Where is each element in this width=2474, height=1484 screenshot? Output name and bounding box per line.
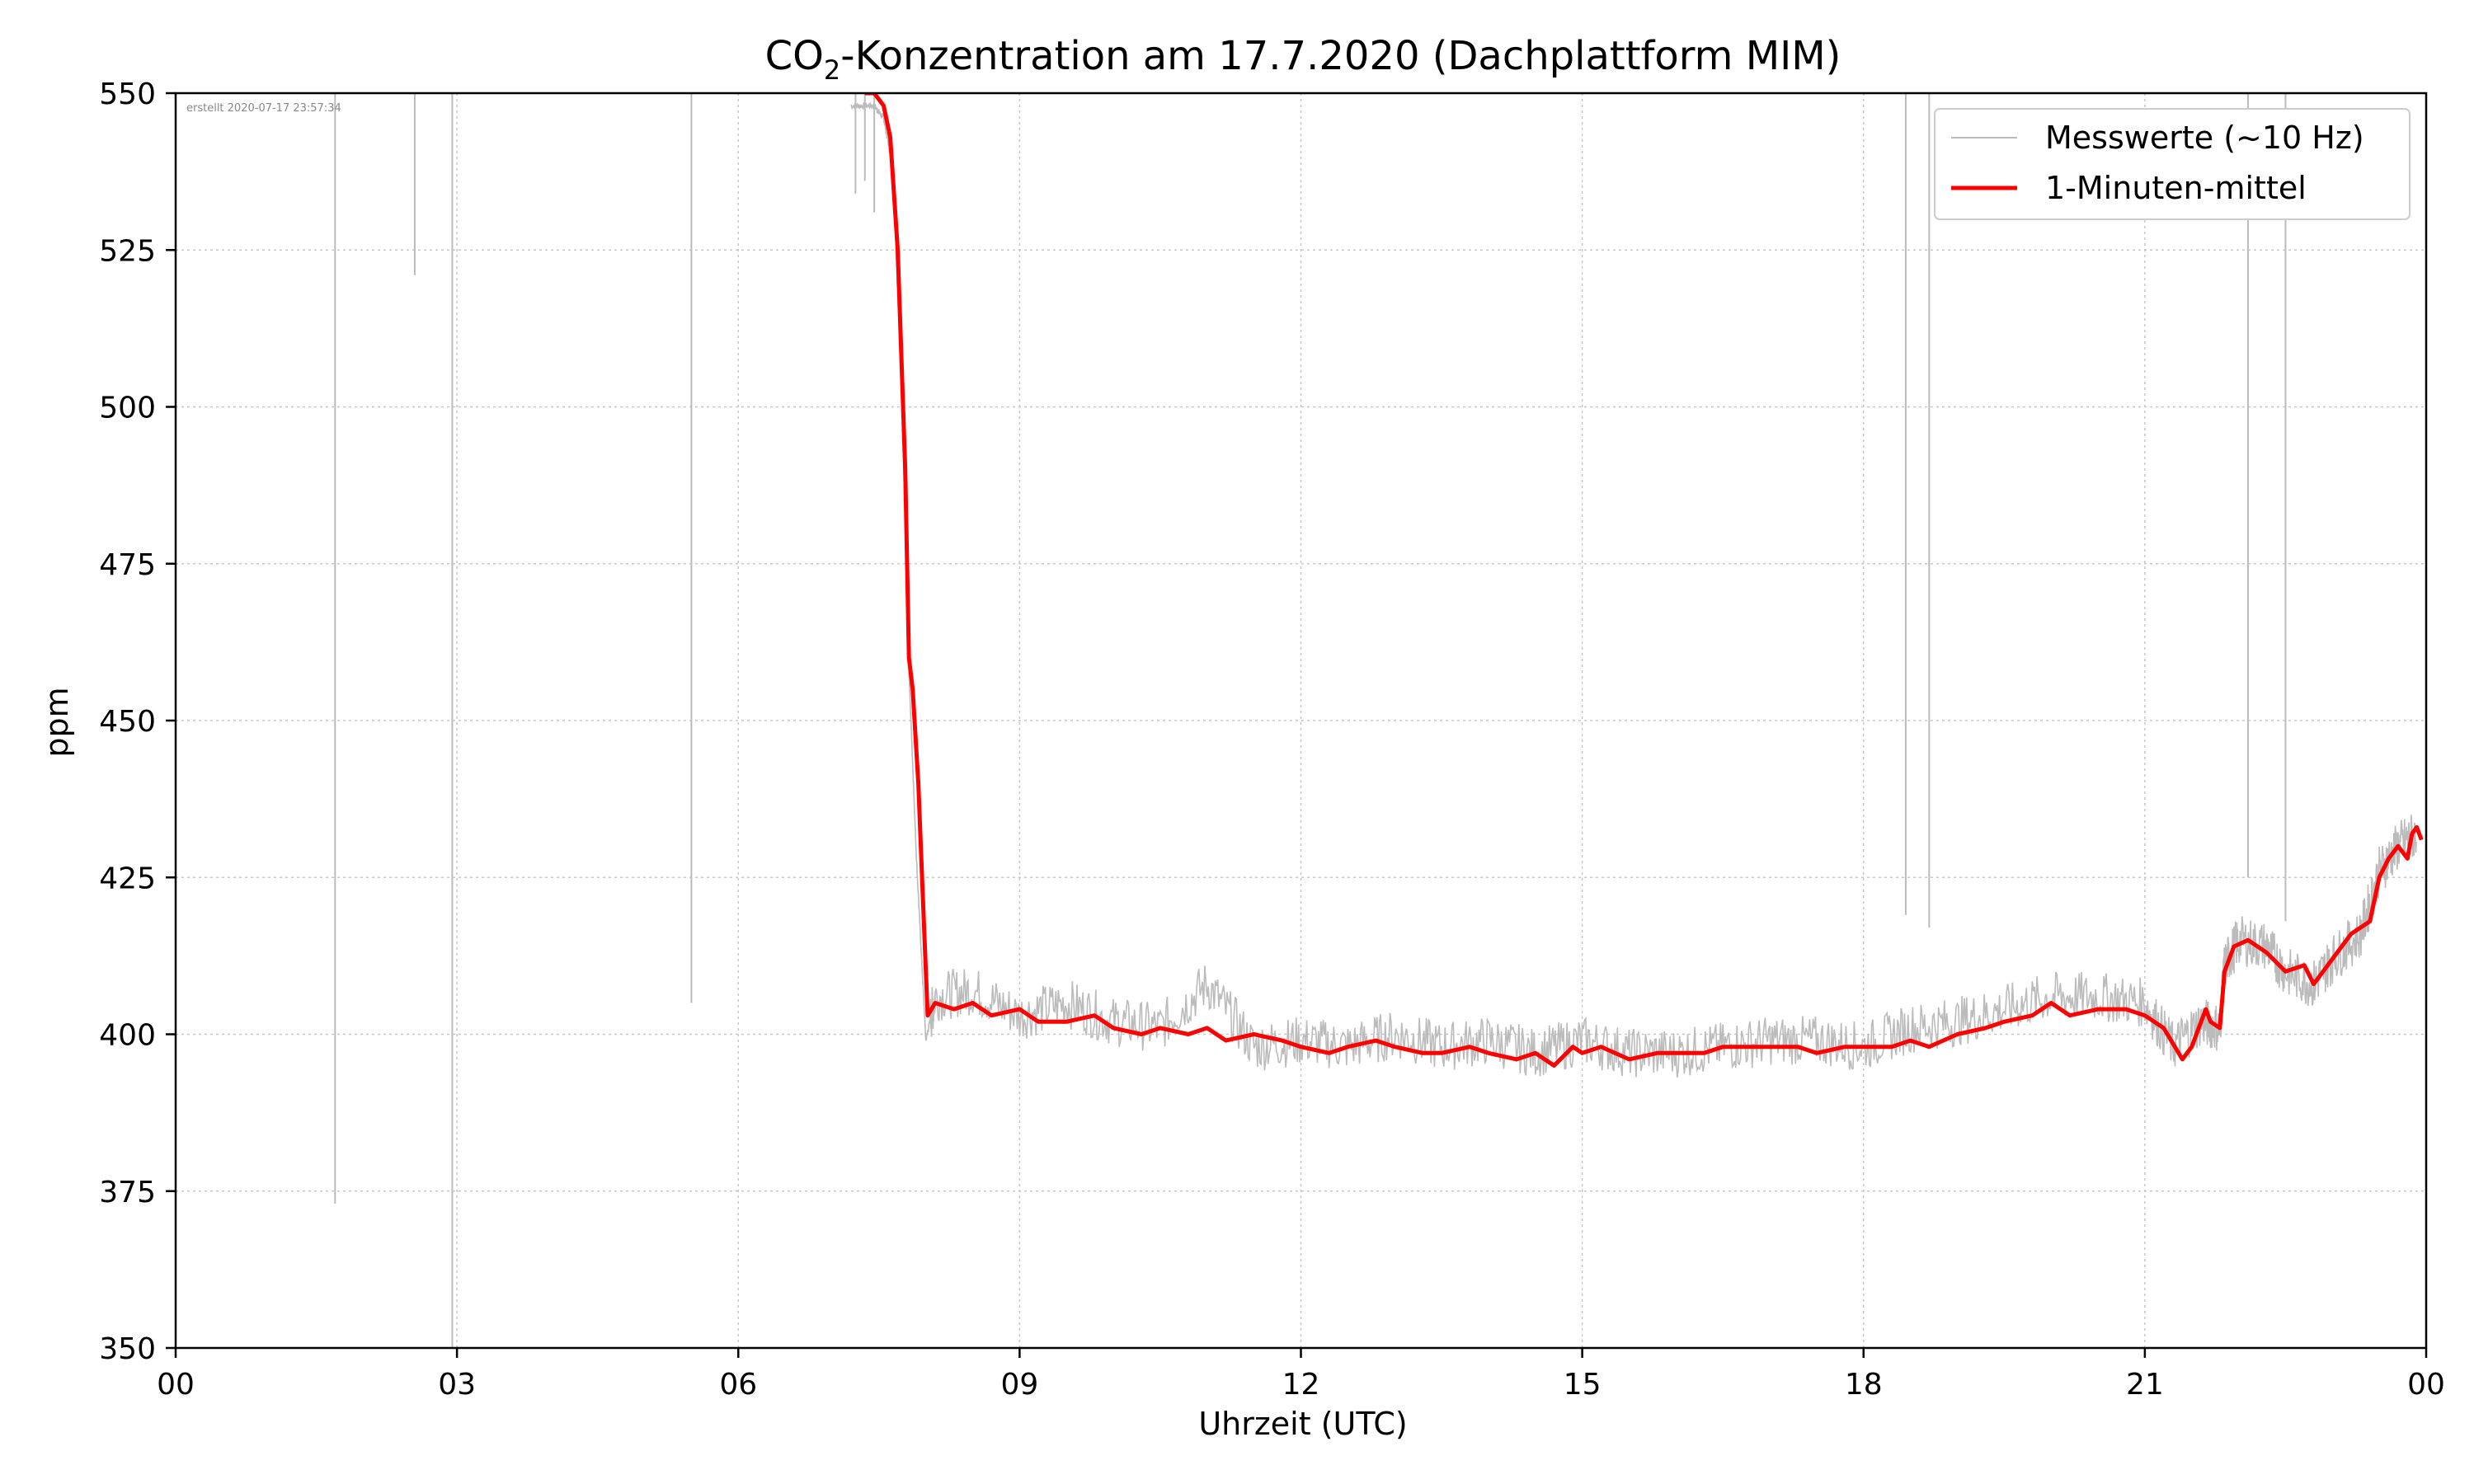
creation-stamp: erstellt 2020-07-17 23:57:34	[186, 102, 341, 115]
series-layer	[334, 93, 2424, 1348]
x-tick-label: 03	[438, 1368, 476, 1402]
x-axis: 00 03 06 09 12 15 18 21 00	[157, 1348, 2445, 1402]
x-tick-label: 21	[2126, 1368, 2164, 1402]
legend-label-mean: 1-Minuten-mittel	[2045, 170, 2307, 206]
y-tick-label: 425	[99, 862, 156, 895]
x-axis-label: Uhrzeit (UTC)	[1198, 1406, 1407, 1442]
y-tick-label: 400	[99, 1019, 156, 1053]
legend-label-measurements: Messwerte (~10 Hz)	[2045, 120, 2364, 156]
x-tick-label: 18	[1845, 1368, 1883, 1402]
y-tick-label: 375	[99, 1176, 156, 1209]
y-tick-label: 525	[99, 234, 156, 268]
series-measurements	[334, 93, 2417, 1348]
y-axis-label: ppm	[39, 687, 75, 757]
measurement-line	[850, 101, 2417, 1078]
x-tick-label: 12	[1282, 1368, 1320, 1402]
y-axis: 350 375 400 425 450 475 500 525 550	[99, 77, 176, 1366]
y-tick-label: 475	[99, 548, 156, 582]
x-tick-label: 15	[1564, 1368, 1602, 1402]
x-tick-label: 00	[2407, 1368, 2445, 1402]
chart-title: CO2-Konzentration am 17.7.2020 (Dachplat…	[765, 33, 1841, 86]
x-tick-label: 06	[719, 1368, 757, 1402]
legend-box	[1934, 108, 2411, 220]
y-tick-label: 550	[99, 77, 156, 111]
y-tick-label: 450	[99, 705, 156, 739]
x-tick-label: 09	[1000, 1368, 1038, 1402]
series-mean	[864, 93, 2424, 1068]
legend: Messwerte (~10 Hz) 1-Minuten-mittel	[1934, 108, 2411, 220]
x-tick-label: 00	[157, 1368, 195, 1402]
y-tick-label: 350	[99, 1332, 156, 1366]
y-tick-label: 500	[99, 392, 156, 425]
mean-line	[864, 93, 2424, 1068]
